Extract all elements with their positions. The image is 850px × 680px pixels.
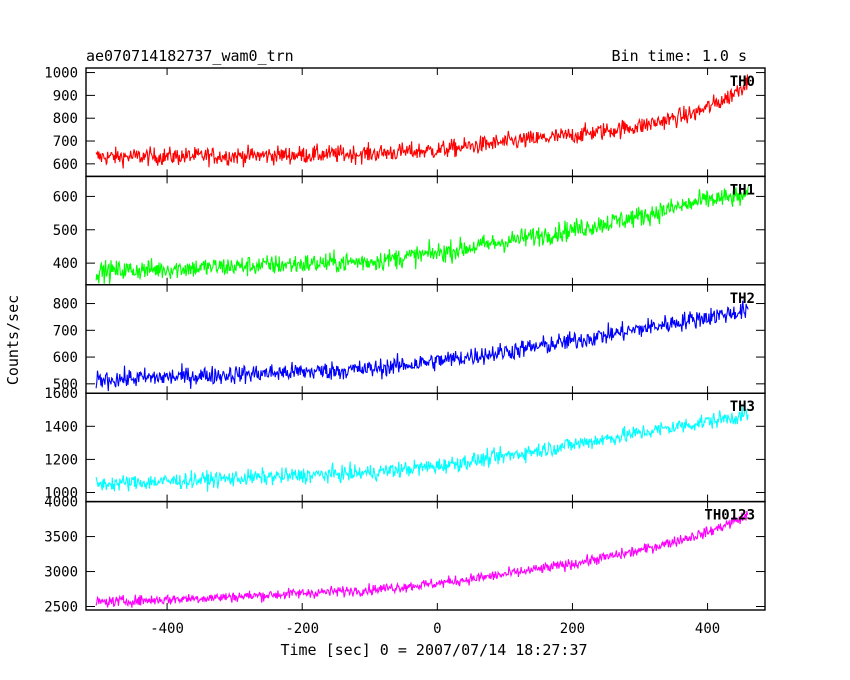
x-tick-label: -400 <box>150 621 184 637</box>
panel-label-th1: TH1 <box>730 182 755 198</box>
y-tick-label: 3500 <box>44 530 78 546</box>
y-tick-label: 900 <box>53 88 78 104</box>
y-tick-label: 500 <box>53 377 78 393</box>
panel-label-th2: TH2 <box>730 291 755 307</box>
y-tick-label: 3000 <box>44 565 78 581</box>
y-tick-label: 800 <box>53 297 78 313</box>
panel-frame-th3 <box>85 392 766 503</box>
x-axis-label: Time [sec] 0 = 2007/07/14 18:27:37 <box>280 641 587 659</box>
y-tick-label: 1400 <box>44 419 78 435</box>
y-tick-label: 2500 <box>44 600 78 616</box>
y-tick-label: 1000 <box>44 485 78 501</box>
y-tick-label: 500 <box>53 223 78 239</box>
panel-frame-th0123 <box>85 500 766 611</box>
x-tick-label: 200 <box>560 621 585 637</box>
bin-time-label: Bin time: 1.0 s <box>612 47 747 65</box>
y-tick-label: 400 <box>53 256 78 272</box>
x-tick-label: -200 <box>285 621 319 637</box>
y-tick-label: 1000 <box>44 66 78 82</box>
series-th0 <box>95 74 749 169</box>
panel-label-th3: TH3 <box>730 399 755 415</box>
series-th1 <box>95 185 749 284</box>
panel-label-th0: TH0 <box>730 74 755 90</box>
panels-group: 600 700 800 900 1000 TH0 400 500 600 TH1 500 600 700… <box>44 66 766 637</box>
series-th0123 <box>95 510 749 608</box>
y-tick-label: 600 <box>53 350 78 366</box>
y-tick-label: 700 <box>53 134 78 150</box>
y-tick-label: 1200 <box>44 452 78 468</box>
y-tick-label: 600 <box>53 157 78 173</box>
y-tick-label: 800 <box>53 111 78 127</box>
x-tick-label: 400 <box>695 621 720 637</box>
x-tick-label: 0 <box>433 621 441 637</box>
panel-label-th0123: TH0123 <box>704 508 755 524</box>
y-tick-label: 600 <box>53 189 78 205</box>
y-tick-label: 1600 <box>44 386 78 402</box>
series-th3 <box>95 405 749 492</box>
series-th2 <box>95 300 749 392</box>
y-tick-label: 4000 <box>44 495 78 511</box>
y-axis-label: Counts/sec <box>4 295 22 385</box>
chart-title: ae070714182737_wam0_trn <box>86 47 294 65</box>
y-tick-label: 700 <box>53 323 78 339</box>
